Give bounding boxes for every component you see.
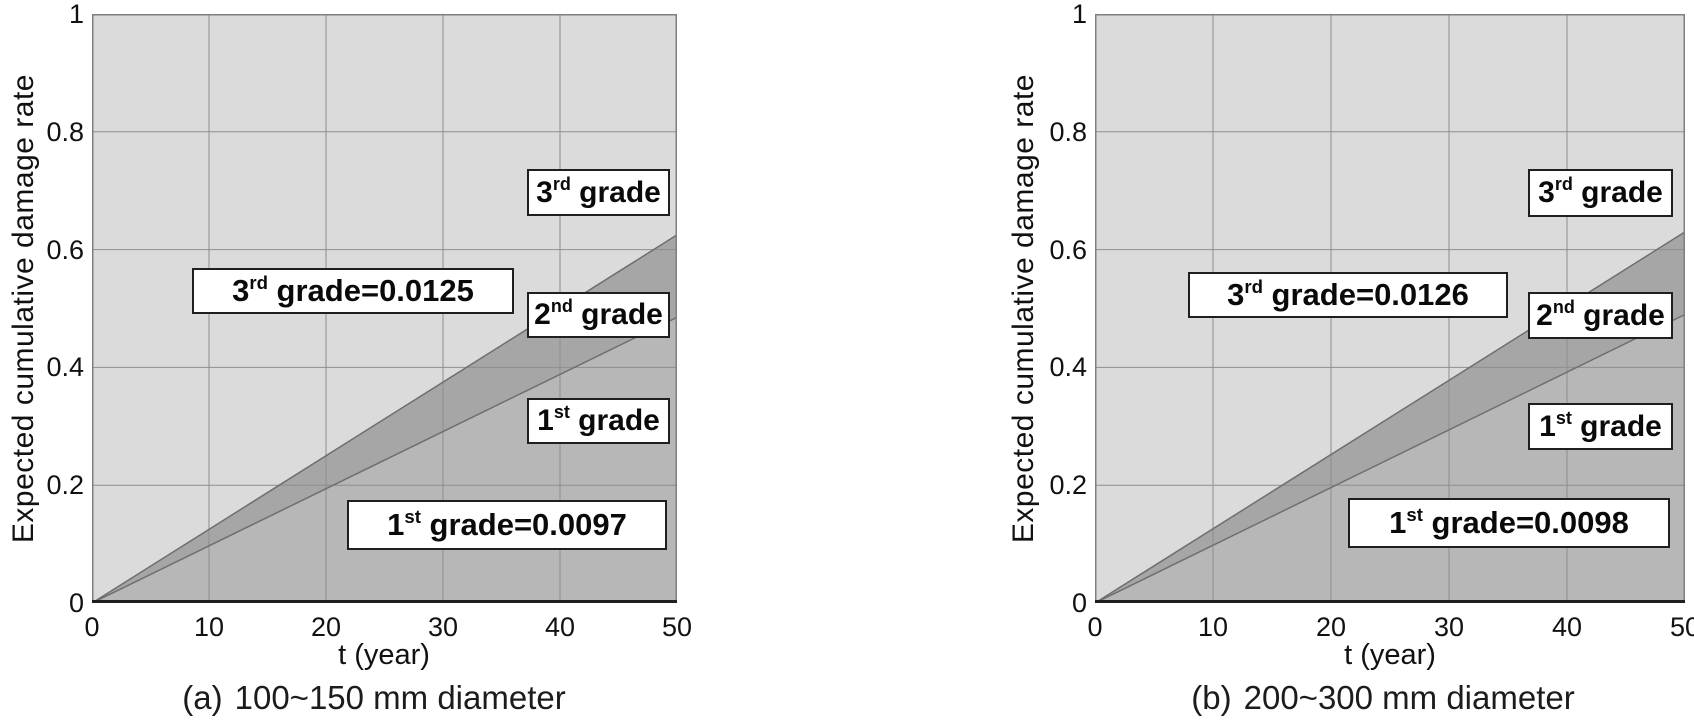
ordinal-sup: rd [1554, 174, 1573, 195]
y-tick-b-0.4: 0.4 [1049, 352, 1087, 382]
x-axis-title-a: t (year) [338, 639, 430, 671]
y-tick-b-0.8: 0.8 [1049, 117, 1087, 147]
x-tick-a-0: 0 [84, 612, 100, 642]
y-tick-a-1: 1 [68, 0, 84, 29]
x-tick-a-10: 10 [193, 612, 225, 642]
y-tick-b-0.6: 0.6 [1049, 235, 1087, 265]
y-axis-title-a: Expected cumulative damage rate [4, 14, 44, 603]
region-label-text: 1 [1539, 409, 1556, 443]
caption-text-b: 200~300 mm diameter [1243, 679, 1575, 716]
annotation-text-a: 1 [387, 507, 405, 542]
caption-prefix-b: (b) [1191, 679, 1232, 716]
x-tick-a-40: 40 [544, 612, 576, 642]
y-tick-a-0.6: 0.6 [46, 235, 84, 265]
region-label-rest: grade [1574, 298, 1665, 332]
ordinal-sup: nd [550, 296, 573, 317]
ordinal-sup: st [1406, 503, 1423, 525]
x-tick-a-20: 20 [310, 612, 342, 642]
region-label-text: 2 [1536, 298, 1553, 332]
annotation-text-b: 3 [1227, 277, 1245, 312]
x-tick-b-0: 0 [1087, 612, 1103, 642]
annotation-text-a: 3 [232, 273, 250, 308]
boundary-line-first-b [1095, 313, 1685, 603]
y-tick-b-0.2: 0.2 [1049, 470, 1087, 500]
y-tick-a-0.8: 0.8 [46, 117, 84, 147]
ordinal-sup: st [1555, 407, 1572, 428]
region-label-text: 3 [1538, 176, 1555, 209]
x-tick-b-50: 50 [1669, 612, 1694, 642]
y-tick-a-0.2: 0.2 [46, 470, 84, 500]
y-tick-a-0.4: 0.4 [46, 352, 84, 382]
region-label-rest: grade [569, 404, 660, 437]
annotation-text-rest: grade=0.0098 [1422, 505, 1629, 540]
x-tick-b-10: 10 [1197, 612, 1229, 642]
ordinal-sup: st [404, 505, 421, 527]
region-label-text: 2 [534, 298, 551, 331]
x-tick-b-20: 20 [1315, 612, 1347, 642]
y-tick-b-1: 1 [1071, 0, 1087, 29]
caption-prefix-a: (a) [182, 679, 223, 716]
region-label-rest: grade [572, 298, 663, 331]
annotation-text-b: 1 [1389, 505, 1407, 540]
boundary-line-first-a [92, 316, 677, 603]
x-tick-b-40: 40 [1551, 612, 1583, 642]
annotation-text-rest: grade=0.0125 [267, 273, 474, 308]
ordinal-sup: nd [1552, 296, 1575, 317]
region-label-text: 1 [537, 404, 554, 437]
caption-b: (b) 200~300 mm diameter [1073, 678, 1693, 718]
annotation-text-rest: grade=0.0126 [1262, 277, 1469, 312]
y-axis-title-b: Expected cumulative damage rate [1004, 14, 1044, 603]
y-tick-a-0: 0 [68, 588, 84, 618]
annotation-text-rest: grade=0.0097 [420, 507, 627, 542]
ordinal-sup: rd [552, 173, 571, 194]
x-tick-a-50: 50 [661, 612, 693, 642]
region-label-text: 3 [536, 175, 553, 209]
x-axis-title-b: t (year) [1344, 639, 1436, 671]
region-label-rest: grade [1571, 409, 1662, 443]
x-tick-b-30: 30 [1433, 612, 1465, 642]
ordinal-sup: st [553, 402, 570, 423]
region-label-rest: grade [1572, 176, 1663, 209]
caption-a: (a) 100~150 mm diameter [64, 678, 684, 718]
region-label-rest: grade [570, 175, 661, 209]
caption-text-a: 100~150 mm diameter [234, 679, 566, 716]
y-tick-b-0: 0 [1071, 588, 1087, 618]
ordinal-sup: rd [249, 271, 268, 293]
ordinal-sup: rd [1244, 275, 1263, 297]
x-tick-a-30: 30 [427, 612, 459, 642]
